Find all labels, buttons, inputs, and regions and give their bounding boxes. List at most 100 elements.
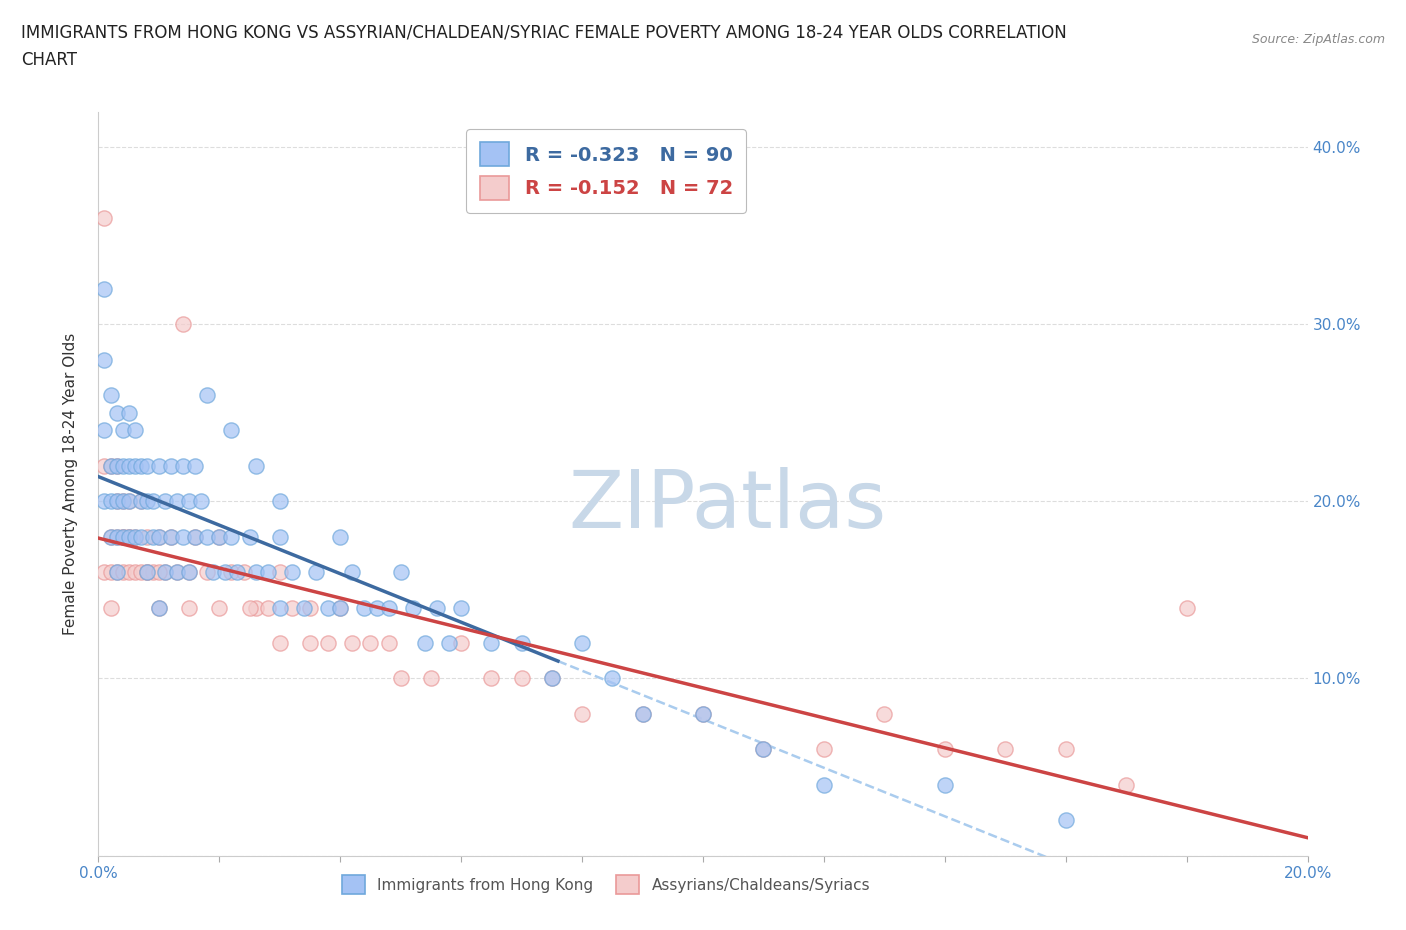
Point [129, 494, 152, 509]
Point [184, 458, 207, 473]
Point [239, 600, 262, 615]
Point [111, 565, 134, 579]
Point [105, 494, 128, 509]
Point [631, 707, 654, 722]
Point [329, 529, 352, 544]
Point [93, 565, 115, 579]
Point [360, 635, 382, 650]
Point [299, 635, 322, 650]
Point [179, 565, 201, 579]
Point [129, 565, 152, 579]
Point [389, 671, 412, 686]
Text: CHART: CHART [21, 51, 77, 69]
Point [934, 742, 956, 757]
Point [124, 458, 146, 473]
Point [426, 600, 449, 615]
Point [118, 565, 141, 579]
Point [135, 529, 157, 544]
Point [202, 565, 225, 579]
Point [111, 494, 134, 509]
Point [179, 565, 201, 579]
Point [142, 494, 165, 509]
Point [1175, 600, 1198, 615]
Point [111, 423, 134, 438]
Point [142, 565, 165, 579]
Point [692, 707, 714, 722]
Point [221, 529, 243, 544]
Point [420, 671, 443, 686]
Point [292, 600, 315, 615]
Point [245, 565, 267, 579]
Point [93, 281, 115, 296]
Point [148, 600, 170, 615]
Point [450, 635, 472, 650]
Point [214, 565, 236, 579]
Point [118, 529, 141, 544]
Point [353, 600, 375, 615]
Point [124, 529, 146, 544]
Point [153, 565, 176, 579]
Point [752, 742, 775, 757]
Point [221, 565, 243, 579]
Point [342, 635, 364, 650]
Point [437, 635, 460, 650]
Point [100, 600, 122, 615]
Point [118, 494, 141, 509]
Point [934, 777, 956, 792]
Point [124, 565, 146, 579]
Point [208, 600, 231, 615]
Point [142, 529, 165, 544]
Point [105, 405, 128, 420]
Point [184, 529, 207, 544]
Point [93, 352, 115, 367]
Point [160, 529, 183, 544]
Point [692, 707, 714, 722]
Point [153, 565, 176, 579]
Point [148, 458, 170, 473]
Point [105, 458, 128, 473]
Point [111, 529, 134, 544]
Point [450, 600, 472, 615]
Point [160, 458, 183, 473]
Point [256, 600, 278, 615]
Point [540, 671, 562, 686]
Point [172, 317, 194, 332]
Point [377, 635, 399, 650]
Point [221, 423, 243, 438]
Point [316, 635, 339, 650]
Point [124, 423, 146, 438]
Point [118, 458, 141, 473]
Point [124, 529, 146, 544]
Point [100, 494, 122, 509]
Point [873, 707, 896, 722]
Point [129, 494, 152, 509]
Point [184, 529, 207, 544]
Point [148, 565, 170, 579]
Point [135, 565, 157, 579]
Point [100, 529, 122, 544]
Point [100, 458, 122, 473]
Point [602, 671, 624, 686]
Point [118, 494, 141, 509]
Point [93, 458, 115, 473]
Point [100, 529, 122, 544]
Point [481, 635, 503, 650]
Point [1054, 813, 1077, 828]
Point [195, 388, 218, 403]
Point [129, 458, 152, 473]
Point [179, 494, 201, 509]
Point [105, 565, 128, 579]
Point [118, 405, 141, 420]
Point [377, 600, 399, 615]
Point [105, 529, 128, 544]
Point [402, 600, 425, 615]
Point [281, 600, 304, 615]
Point [148, 529, 170, 544]
Point [299, 600, 322, 615]
Point [105, 529, 128, 544]
Point [226, 565, 249, 579]
Point [389, 565, 412, 579]
Point [239, 529, 262, 544]
Point [111, 529, 134, 544]
Point [166, 494, 188, 509]
